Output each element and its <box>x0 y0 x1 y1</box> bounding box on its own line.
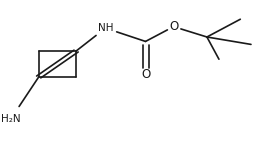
Text: O: O <box>169 20 178 33</box>
Text: NH: NH <box>98 23 113 33</box>
Text: H₂N: H₂N <box>1 114 21 124</box>
Text: O: O <box>141 67 150 81</box>
